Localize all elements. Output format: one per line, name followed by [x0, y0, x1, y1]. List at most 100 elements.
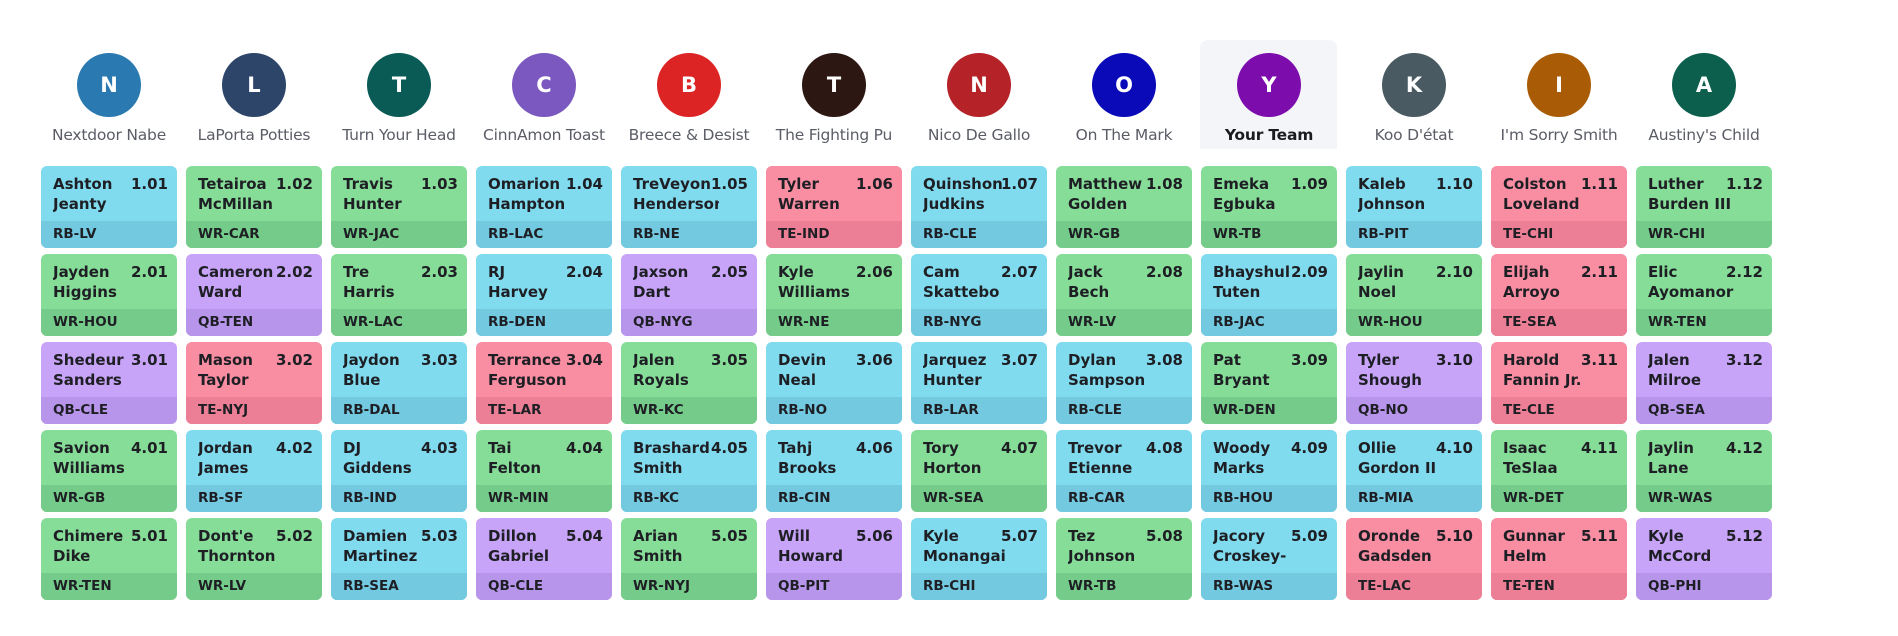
team-avatar[interactable]: T [367, 53, 431, 117]
team-avatar[interactable]: B [657, 53, 721, 117]
player-name: Tez Johnson [1068, 527, 1136, 565]
pick-card[interactable]: DJ Giddens 4.03 RB-IND [331, 430, 467, 512]
pick-card[interactable]: Dillon Gabriel 5.04 QB-CLE [476, 518, 612, 600]
player-name: Harold Fannin Jr. [1503, 351, 1582, 389]
team-avatar[interactable]: K [1382, 53, 1446, 117]
position-team-badge: WR-NE [766, 309, 902, 336]
pick-card[interactable]: Tyler Warren 1.06 TE-IND [766, 166, 902, 248]
pick-card[interactable]: Harold Fannin Jr. 3.11 TE-CLE [1491, 342, 1627, 424]
pick-number: 3.10 [1435, 351, 1473, 369]
position-team-badge: RB-CAR [1056, 485, 1192, 512]
team-avatar[interactable]: I [1527, 53, 1591, 117]
team-avatar[interactable]: T [802, 53, 866, 117]
pick-card[interactable]: Tai Felton 4.04 WR-MIN [476, 430, 612, 512]
pick-card[interactable]: Devin Neal 3.06 RB-NO [766, 342, 902, 424]
pick-card[interactable]: Cameron Ward 2.02 QB-TEN [186, 254, 322, 336]
pick-card[interactable]: Chimere Dike 5.01 WR-TEN [41, 518, 177, 600]
pick-card[interactable]: Brashard Smith 4.05 RB-KC [621, 430, 757, 512]
pick-card[interactable]: Jaylin Noel 2.10 WR-HOU [1346, 254, 1482, 336]
pick-card[interactable]: Bhayshul Tuten 2.09 RB-JAC [1201, 254, 1337, 336]
pick-card[interactable]: Isaac TeSlaa 4.11 WR-DET [1491, 430, 1627, 512]
pick-number: 3.01 [130, 351, 168, 369]
pick-card[interactable]: Kyle McCord 5.12 QB-PHI [1636, 518, 1772, 600]
pick-card[interactable]: Elijah Arroyo 2.11 TE-SEA [1491, 254, 1627, 336]
pick-card[interactable]: Jarquez Hunter 3.07 RB-LAR [911, 342, 1047, 424]
pick-number: 3.09 [1290, 351, 1328, 369]
pick-card[interactable]: Trevor Etienne 4.08 RB-CAR [1056, 430, 1192, 512]
position-team-badge: WR-KC [621, 397, 757, 424]
pick-card[interactable]: Tyler Shough 3.10 QB-NO [1346, 342, 1482, 424]
team-name: Austiny's Child [1648, 126, 1760, 144]
pick-card[interactable]: Dylan Sampson 3.08 RB-CLE [1056, 342, 1192, 424]
pick-number: 5.10 [1435, 527, 1473, 545]
pick-card[interactable]: Quinshon Judkins 1.07 RB-CLE [911, 166, 1047, 248]
pick-card[interactable]: TreVeyon Henderson 1.05 RB-NE [621, 166, 757, 248]
pick-card[interactable]: Jack Bech 2.08 WR-LV [1056, 254, 1192, 336]
pick-card[interactable]: Jayden Higgins 2.01 WR-HOU [41, 254, 177, 336]
player-name: Emeka Egbuka [1213, 175, 1276, 213]
pick-card[interactable]: Arian Smith 5.05 WR-NYJ [621, 518, 757, 600]
pick-card[interactable]: Luther Burden III 1.12 WR-CHI [1636, 166, 1772, 248]
pick-card[interactable]: Jalen Milroe 3.12 QB-SEA [1636, 342, 1772, 424]
pick-card[interactable]: Kaleb Johnson 1.10 RB-PIT [1346, 166, 1482, 248]
pick-card[interactable]: Damien Martinez 5.03 RB-SEA [331, 518, 467, 600]
pick-card[interactable]: Gunnar Helm 5.11 TE-TEN [1491, 518, 1627, 600]
pick-card[interactable]: Tory Horton 4.07 WR-SEA [911, 430, 1047, 512]
team-avatar[interactable]: O [1092, 53, 1156, 117]
draft-board: N Nextdoor Nabe Ashton Jeanty 1.01 RB-LV Jayd… [41, 40, 1801, 600]
player-name: Kyle Williams [778, 263, 850, 301]
pick-card[interactable]: Jordan James 4.02 RB-SF [186, 430, 322, 512]
position-team-badge: WR-CAR [186, 221, 322, 248]
pick-card[interactable]: Jaydon Blue 3.03 RB-DAL [331, 342, 467, 424]
position-team-badge: WR-TB [1201, 221, 1337, 248]
pick-card[interactable]: Dont'e Thornton J5.02 WR-LV [186, 518, 322, 600]
team-avatar[interactable]: Y [1237, 53, 1301, 117]
player-name: Damien Martinez [343, 527, 418, 565]
pick-card[interactable]: Travis Hunter 1.03 WR-JAC [331, 166, 467, 248]
pick-card[interactable]: Ollie Gordon II 4.10 RB-MIA [1346, 430, 1482, 512]
pick-card[interactable]: Will Howard 5.06 QB-PIT [766, 518, 902, 600]
pick-card[interactable]: Jalen Royals 3.05 WR-KC [621, 342, 757, 424]
pick-card[interactable]: Woody Marks 4.09 RB-HOU [1201, 430, 1337, 512]
pick-number: 5.08 [1145, 527, 1183, 545]
pick-card[interactable]: Tre Harris 2.03 WR-LAC [331, 254, 467, 336]
pick-card[interactable]: Colston Loveland 1.11 TE-CHI [1491, 166, 1627, 248]
pick-card[interactable]: Kyle Williams 2.06 WR-NE [766, 254, 902, 336]
position-team-badge: TE-SEA [1491, 309, 1627, 336]
pick-card[interactable]: Ashton Jeanty 1.01 RB-LV [41, 166, 177, 248]
pick-card[interactable]: Tahj Brooks 4.06 RB-CIN [766, 430, 902, 512]
pick-card[interactable]: Savion Williams 4.01 WR-GB [41, 430, 177, 512]
pick-card[interactable]: Kyle Monangai 5.07 RB-CHI [911, 518, 1047, 600]
pick-number: 2.08 [1145, 263, 1183, 281]
pick-number: 1.08 [1145, 175, 1183, 193]
pick-card[interactable]: Jacory Croskey-M5.09 RB-WAS [1201, 518, 1337, 600]
position-team-badge: RB-MIA [1346, 485, 1482, 512]
pick-card[interactable]: Pat Bryant 3.09 WR-DEN [1201, 342, 1337, 424]
pick-card[interactable]: Jaxson Dart 2.05 QB-NYG [621, 254, 757, 336]
player-name: Ollie Gordon II [1358, 439, 1437, 477]
position-team-badge: RB-NE [621, 221, 757, 248]
pick-card[interactable]: Terrance Ferguson 3.04 TE-LAR [476, 342, 612, 424]
team-avatar[interactable]: N [77, 53, 141, 117]
pick-number: 2.10 [1435, 263, 1473, 281]
pick-card[interactable]: RJ Harvey 2.04 RB-DEN [476, 254, 612, 336]
pick-card[interactable]: Elic Ayomanor 2.12 WR-TEN [1636, 254, 1772, 336]
player-name: Jacory Croskey-M [1213, 527, 1287, 565]
team-avatar[interactable]: C [512, 53, 576, 117]
pick-card[interactable]: Emeka Egbuka 1.09 WR-TB [1201, 166, 1337, 248]
team-avatar[interactable]: N [947, 53, 1011, 117]
pick-card[interactable]: Matthew Golden 1.08 WR-GB [1056, 166, 1192, 248]
pick-card[interactable]: Mason Taylor 3.02 TE-NYJ [186, 342, 322, 424]
pick-card[interactable]: Oronde Gadsden II5.10 TE-LAC [1346, 518, 1482, 600]
pick-number: 2.03 [420, 263, 458, 281]
pick-card[interactable]: Shedeur Sanders 3.01 QB-CLE [41, 342, 177, 424]
pick-card[interactable]: Tetairoa McMillan 1.02 WR-CAR [186, 166, 322, 248]
pick-card[interactable]: Jaylin Lane 4.12 WR-WAS [1636, 430, 1772, 512]
team-avatar[interactable]: L [222, 53, 286, 117]
pick-card[interactable]: Omarion Hampton 1.04 RB-LAC [476, 166, 612, 248]
player-name: Tahj Brooks [778, 439, 837, 477]
pick-card[interactable]: Cam Skattebo 2.07 RB-NYG [911, 254, 1047, 336]
team-avatar[interactable]: A [1672, 53, 1736, 117]
player-name: Gunnar Helm [1503, 527, 1565, 565]
pick-card[interactable]: Tez Johnson 5.08 WR-TB [1056, 518, 1192, 600]
